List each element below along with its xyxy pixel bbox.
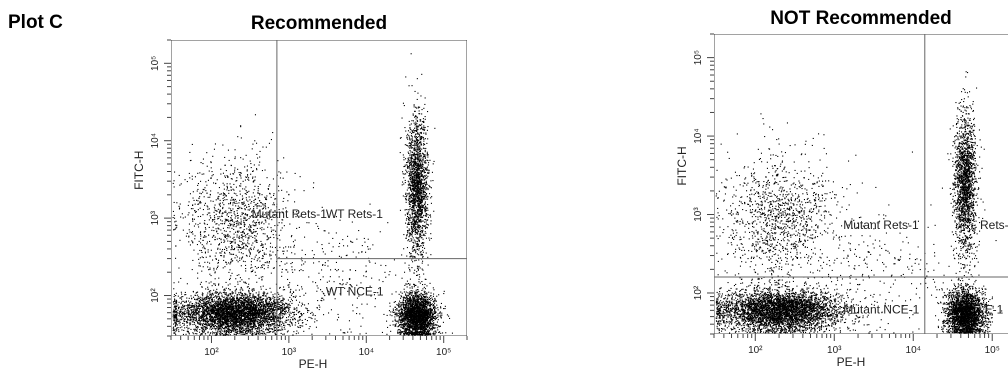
population-1 — [172, 114, 315, 327]
quadrant-label: Mutant Rets-1 — [843, 218, 919, 232]
quadrant-label: Mutant NCE-1 — [843, 302, 919, 316]
population-4 — [731, 151, 997, 334]
quadrant-label: Rets-1 — [980, 218, 1008, 232]
x-axis: 10² 10³ 10⁴ 10⁵ — [713, 334, 1000, 356]
y-tick-label: 10⁵ — [693, 50, 704, 65]
quadrant-label: WT NCE-1 — [326, 285, 384, 299]
chart-title-not-recommended: NOT Recommended — [714, 8, 1008, 30]
y-tick-label: 10³ — [150, 210, 161, 225]
population-3 — [399, 53, 436, 318]
plot-label: Plot C — [8, 12, 63, 34]
population-1 — [715, 113, 877, 316]
y-tick-label: 10⁴ — [150, 133, 161, 148]
x-axis: 10² 10³ 10⁴ 10⁵ — [170, 336, 468, 358]
x-tick-label: 10⁴ — [359, 347, 374, 358]
x-tick-label: 10⁴ — [906, 345, 921, 356]
scatter-points — [715, 71, 1003, 334]
y-tick-label: 10² — [150, 288, 161, 303]
x-tick-label: 10³ — [282, 347, 297, 358]
x-axis-label: PE-H — [837, 355, 866, 369]
y-axis-label: FITC-H — [675, 146, 689, 185]
population-2 — [935, 272, 1003, 334]
y-axis: 10² 10³ 10⁴ 10⁵ — [693, 33, 714, 335]
population-2 — [386, 271, 453, 336]
population-0 — [715, 271, 912, 334]
scatter-panel-not-recommended: Mutant Rets-1 Rets-1 Mutant NCE-1 E-1 10² 10³… — [675, 33, 1008, 369]
y-tick-label: 10⁴ — [693, 128, 704, 143]
x-tick-label: 10² — [748, 345, 763, 356]
y-tick-label: 10³ — [693, 207, 704, 222]
quadrant-label: E-1 — [985, 302, 1004, 316]
quadrant-label: WT Rets-1 — [326, 207, 383, 221]
chart-title-recommended: Recommended — [171, 13, 467, 35]
x-tick-label: 10⁵ — [436, 347, 451, 358]
x-tick-label: 10² — [204, 347, 219, 358]
y-axis-label: FITC-H — [132, 151, 146, 190]
population-0 — [172, 281, 339, 336]
y-tick-label: 10² — [693, 285, 704, 300]
x-tick-label: 10⁵ — [985, 345, 1000, 356]
scatter-points — [172, 53, 453, 336]
population-3 — [941, 71, 986, 302]
x-tick-label: 10³ — [827, 345, 842, 356]
y-axis: 10² 10³ 10⁴ 10⁵ — [150, 39, 171, 337]
y-tick-label: 10⁵ — [150, 56, 161, 71]
x-axis-label: PE-H — [299, 357, 328, 369]
quadrant-label: Mutant Rets-1 — [252, 207, 328, 221]
